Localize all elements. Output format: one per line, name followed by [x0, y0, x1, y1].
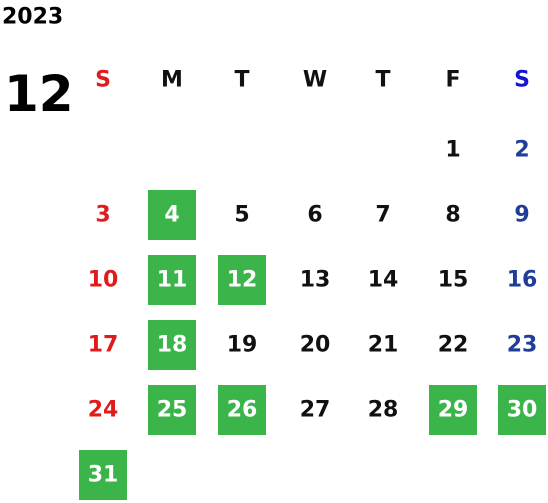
month: 12	[4, 65, 74, 123]
highlight-box	[498, 385, 546, 435]
day: 20	[300, 333, 331, 358]
day: 8	[445, 203, 460, 228]
highlight-box	[148, 190, 196, 240]
day: 14	[368, 268, 399, 293]
highlight-box	[148, 320, 196, 370]
day: 2	[514, 138, 529, 163]
weekday-label: S	[95, 68, 111, 93]
day: 6	[307, 203, 322, 228]
day: 1	[445, 138, 460, 163]
weekday-label: W	[303, 68, 327, 93]
day: 7	[375, 203, 390, 228]
day: 29	[438, 398, 469, 423]
day: 28	[368, 398, 399, 423]
day: 23	[507, 333, 538, 358]
highlight-box	[218, 385, 266, 435]
highlight-box	[218, 255, 266, 305]
day: 13	[300, 268, 331, 293]
day: 19	[227, 333, 258, 358]
day: 12	[227, 268, 258, 293]
day: 15	[438, 268, 469, 293]
day: 26	[227, 398, 258, 423]
day: 25	[157, 398, 188, 423]
day: 11	[157, 268, 188, 293]
weekday-label: T	[234, 68, 249, 93]
day: 30	[507, 398, 538, 423]
year: 2023	[2, 5, 63, 30]
day: 10	[88, 268, 119, 293]
weekday-label: F	[445, 68, 460, 93]
day: 4	[164, 203, 179, 228]
day: 21	[368, 333, 399, 358]
day: 27	[300, 398, 331, 423]
day: 22	[438, 333, 469, 358]
highlight-box	[148, 385, 196, 435]
day: 5	[234, 203, 249, 228]
day: 31	[88, 463, 119, 488]
highlight-box	[79, 450, 127, 500]
weekday-label: S	[514, 68, 530, 93]
day: 3	[95, 203, 110, 228]
day: 9	[514, 203, 529, 228]
highlight-box	[148, 255, 196, 305]
day: 18	[157, 333, 188, 358]
day: 17	[88, 333, 119, 358]
weekday-label: T	[375, 68, 390, 93]
weekday-label: M	[161, 68, 183, 93]
day: 24	[88, 398, 119, 423]
highlight-box	[429, 385, 477, 435]
day: 16	[507, 268, 538, 293]
